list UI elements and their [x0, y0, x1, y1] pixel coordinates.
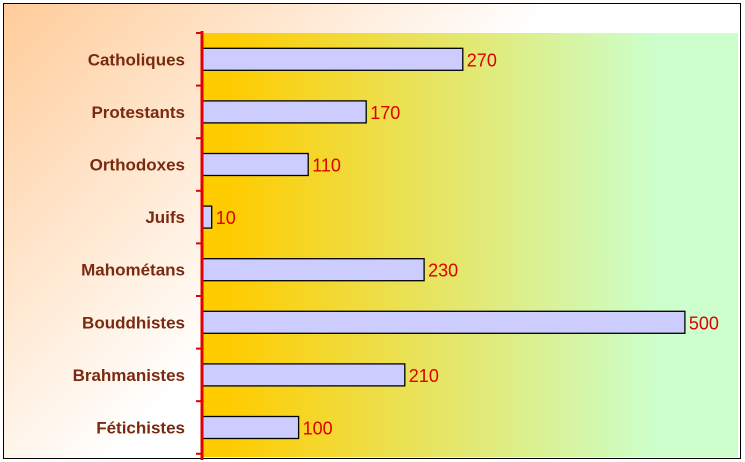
value-label-7: 100 — [303, 419, 333, 439]
category-label-3: Juifs — [145, 208, 185, 227]
category-label-4: Mahométans — [81, 261, 185, 280]
value-label-3: 10 — [216, 208, 236, 228]
value-label-0: 270 — [467, 50, 497, 70]
category-label-1: Protestants — [91, 103, 185, 122]
value-label-6: 210 — [409, 366, 439, 386]
category-label-5: Bouddhistes — [82, 313, 185, 332]
bar-1 — [201, 100, 367, 124]
bar-5 — [201, 310, 686, 334]
category-label-0: Catholiques — [88, 50, 185, 69]
bar-4 — [201, 258, 425, 282]
category-label-2: Orthodoxes — [90, 156, 185, 175]
value-label-5: 500 — [689, 313, 719, 333]
bar-7 — [201, 415, 300, 440]
value-label-2: 110 — [312, 156, 341, 176]
value-label-4: 230 — [428, 261, 458, 281]
bar-6 — [201, 363, 406, 387]
category-label-6: Brahmanistes — [73, 366, 185, 385]
plot-area — [202, 33, 738, 457]
bar-2 — [201, 152, 309, 177]
category-label-7: Fétichistes — [96, 419, 185, 438]
value-label-1: 170 — [370, 103, 400, 123]
bar-0 — [201, 47, 464, 71]
